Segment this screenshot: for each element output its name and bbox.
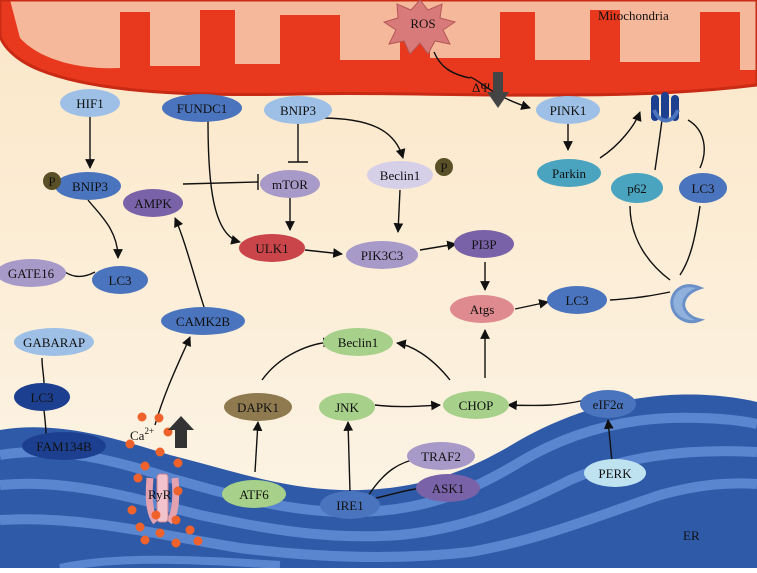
svg-text:Parkin: Parkin <box>552 166 586 181</box>
node-lc3-left: LC3 <box>92 266 148 294</box>
svg-text:p62: p62 <box>627 181 647 196</box>
svg-text:Beclin1: Beclin1 <box>380 168 420 183</box>
node-ampk: AMPK <box>123 189 183 217</box>
svg-text:AMPK: AMPK <box>134 196 172 211</box>
node-beclin1-top: Beclin1 <box>367 161 433 189</box>
pathway-edges <box>41 51 705 501</box>
svg-text:mTOR: mTOR <box>272 177 308 192</box>
ros-label: ROS <box>410 16 435 31</box>
svg-text:Beclin1: Beclin1 <box>338 335 378 350</box>
svg-text:P: P <box>48 174 55 189</box>
svg-text:FUNDC1: FUNDC1 <box>177 101 228 116</box>
svg-text:LC3: LC3 <box>108 273 131 288</box>
svg-text:HIF1: HIF1 <box>76 96 103 111</box>
svg-text:JNK: JNK <box>335 400 359 415</box>
node-traf2: TRAF2 <box>407 442 475 470</box>
node-pi3p: PI3P <box>454 230 514 258</box>
svg-text:GATE16: GATE16 <box>8 266 55 281</box>
calcium-label: Ca2+ <box>130 426 154 443</box>
membrane-potential-down-arrow <box>487 72 509 108</box>
calcium-ions <box>125 412 203 548</box>
node-camk2b: CAMK2B <box>161 307 245 335</box>
node-atgs: Atgs <box>450 295 514 323</box>
ros-burst: ROS <box>382 0 457 55</box>
node-jnk: JNK <box>319 393 375 421</box>
node-perk: PERK <box>584 459 646 487</box>
phospho-badge-beclin1: P <box>435 158 453 176</box>
node-gabarap: GABARAP <box>14 328 94 356</box>
er-label: ER <box>683 528 700 543</box>
node-dapk1: DAPK1 <box>224 393 292 421</box>
node-bnip3-top: BNIP3 <box>264 96 332 124</box>
node-ire1: IRE1 <box>320 491 380 519</box>
svg-text:LC3: LC3 <box>691 181 714 196</box>
svg-text:eIF2α: eIF2α <box>593 397 624 412</box>
node-lc3-mid: LC3 <box>547 286 607 314</box>
mitochondrion <box>0 0 757 97</box>
svg-text:FAM134B: FAM134B <box>36 439 92 454</box>
mitochondrial-receptor <box>651 92 680 123</box>
svg-text:PINK1: PINK1 <box>550 103 587 118</box>
node-ulk1: ULK1 <box>239 234 305 262</box>
node-eif2a: eIF2α <box>580 390 636 418</box>
node-bnip3-left: BNIP3 <box>55 172 121 200</box>
node-gate16: GATE16 <box>0 259 66 287</box>
svg-text:LC3: LC3 <box>565 293 588 308</box>
node-fam134b: FAM134B <box>22 432 106 460</box>
svg-text:CHOP: CHOP <box>459 398 494 413</box>
svg-text:IRE1: IRE1 <box>336 498 363 513</box>
membrane-potential-label: ΔΨ <box>472 80 490 95</box>
node-pik3c3: PIK3C3 <box>346 241 418 269</box>
svg-text:ATF6: ATF6 <box>239 487 269 502</box>
node-fundc1: FUNDC1 <box>162 94 242 122</box>
svg-text:Atgs: Atgs <box>470 302 495 317</box>
svg-text:BNIP3: BNIP3 <box>72 179 108 194</box>
node-hif1: HIF1 <box>60 89 120 117</box>
node-chop: CHOP <box>443 391 509 419</box>
node-beclin1-mid: Beclin1 <box>323 328 393 356</box>
node-atf6: ATF6 <box>222 480 286 508</box>
phospho-badge-bnip3: P <box>43 172 61 190</box>
svg-text:PIK3C3: PIK3C3 <box>361 248 404 263</box>
ryr-channel <box>145 473 180 525</box>
svg-text:ULK1: ULK1 <box>255 241 288 256</box>
svg-text:BNIP3: BNIP3 <box>280 103 316 118</box>
node-p62: p62 <box>611 173 663 203</box>
node-parkin: Parkin <box>537 159 601 187</box>
svg-text:DAPK1: DAPK1 <box>237 400 279 415</box>
node-lc3-er: LC3 <box>14 383 70 411</box>
node-pink1: PINK1 <box>536 96 600 124</box>
svg-text:GABARAP: GABARAP <box>23 335 85 350</box>
svg-text:LC3: LC3 <box>30 390 53 405</box>
node-mtor: mTOR <box>260 170 320 198</box>
svg-text:P: P <box>440 160 447 175</box>
phagophore-icon <box>670 284 706 324</box>
node-lc3-right: LC3 <box>679 173 727 203</box>
svg-text:PI3P: PI3P <box>471 237 496 252</box>
svg-text:PERK: PERK <box>598 466 632 481</box>
svg-text:TRAF2: TRAF2 <box>421 449 461 464</box>
svg-text:ASK1: ASK1 <box>432 481 465 496</box>
svg-text:CAMK2B: CAMK2B <box>176 314 231 329</box>
node-ask1: ASK1 <box>416 474 480 502</box>
ryr-label: RyR <box>148 487 172 502</box>
mitochondria-label: Mitochondria <box>598 8 669 23</box>
calcium-up-arrow <box>168 416 194 448</box>
